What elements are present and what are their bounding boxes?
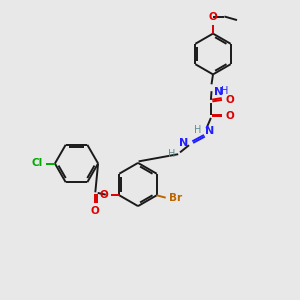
Text: N: N — [214, 87, 223, 97]
Text: O: O — [91, 206, 100, 216]
Text: N: N — [205, 126, 214, 136]
Text: H: H — [194, 125, 201, 135]
Text: O: O — [99, 190, 108, 200]
Text: H: H — [221, 86, 229, 96]
Text: Cl: Cl — [31, 158, 43, 169]
Text: H: H — [168, 149, 175, 159]
Text: Br: Br — [169, 193, 182, 203]
Text: O: O — [225, 111, 234, 122]
Text: O: O — [225, 95, 234, 105]
Text: N: N — [179, 138, 188, 148]
Text: O: O — [208, 12, 217, 22]
